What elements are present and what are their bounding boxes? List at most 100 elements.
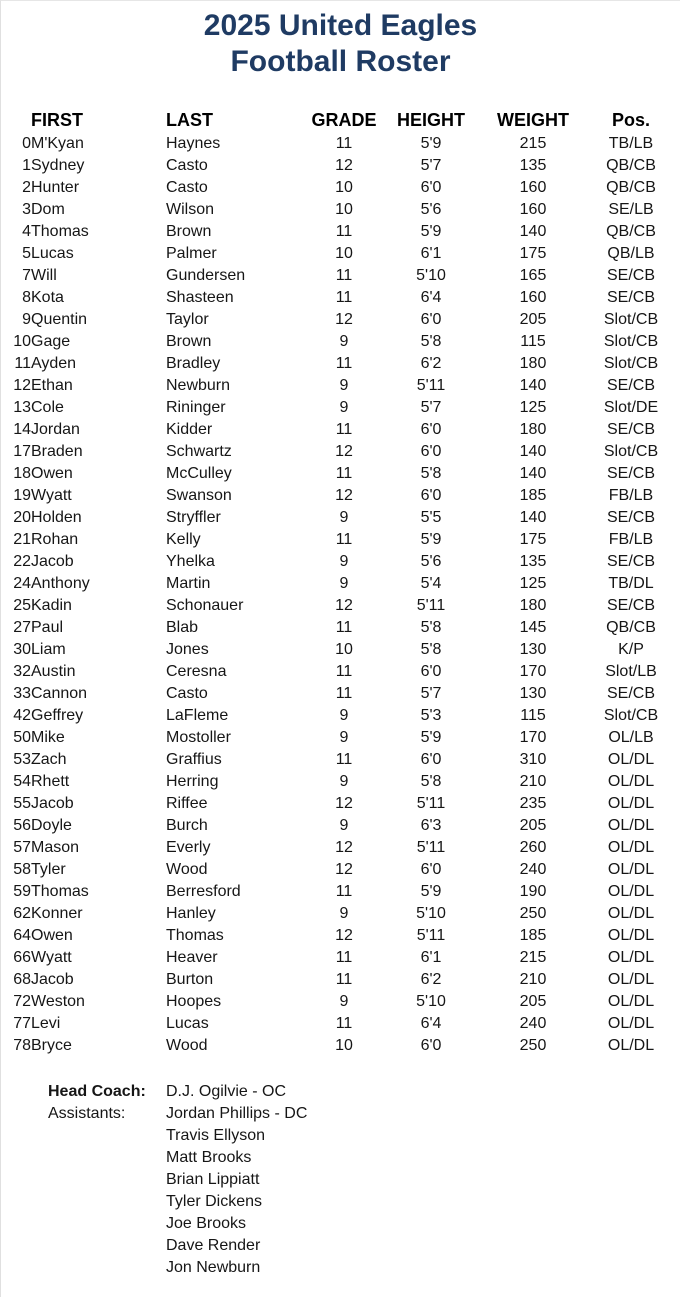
cell-jersey-number: 18 (13, 465, 31, 482)
cell-last-name: Shasteen (166, 289, 234, 306)
cell-weight: 190 (519, 883, 547, 900)
page-title-line1: 2025 United Eagles (203, 9, 478, 42)
cell-jersey-number: 54 (13, 773, 31, 790)
cell-position: OL/DL (607, 971, 655, 988)
cell-first-name: Cannon (31, 685, 88, 702)
assistant-line: Travis Ellyson (1, 1125, 680, 1147)
cell-weight: 185 (519, 487, 547, 504)
table-row: 0 M'Kyan Haynes 11 5'9 215 TB/LB (1, 133, 677, 155)
cell-jersey-number: 62 (13, 905, 31, 922)
cell-position: SE/CB (606, 509, 655, 526)
cell-last-name: Haynes (166, 135, 221, 152)
table-row: 53 Zach Graffius 11 6'0 310 OL/DL (1, 749, 677, 771)
assistant-name: Travis Ellyson (166, 1127, 265, 1144)
cell-weight: 240 (519, 1015, 547, 1032)
cell-weight: 130 (519, 641, 547, 658)
assistant-label-spacer (48, 1235, 166, 1257)
cell-weight: 180 (519, 597, 547, 614)
cell-grade: 12 (335, 311, 353, 328)
cell-jersey-number: 2 (22, 179, 31, 196)
cell-last-name: Wilson (166, 201, 215, 218)
cell-weight: 160 (519, 201, 547, 218)
cell-weight: 215 (519, 949, 547, 966)
table-row: 5 Lucas Palmer 10 6'1 175 QB/LB (1, 243, 677, 265)
cell-first-name: Geffrey (31, 707, 84, 724)
table-row: 12 Ethan Newburn 9 5'11 140 SE/CB (1, 375, 677, 397)
cell-height: 5'10 (416, 905, 446, 922)
cell-weight: 205 (519, 311, 547, 328)
assistants-label: Assistants: (48, 1105, 126, 1122)
cell-first-name: Doyle (31, 817, 72, 834)
cell-jersey-number: 13 (13, 399, 31, 416)
cell-jersey-number: 77 (13, 1015, 31, 1032)
cell-grade: 11 (335, 949, 353, 966)
cell-jersey-number: 25 (13, 597, 31, 614)
cell-first-name: Wyatt (31, 949, 72, 966)
cell-jersey-number: 66 (13, 949, 31, 966)
assistant-label-spacer (48, 1125, 166, 1147)
cell-jersey-number: 56 (13, 817, 31, 834)
table-row: 58 Tyler Wood 12 6'0 240 OL/DL (1, 859, 677, 881)
assistant-label-spacer (48, 1147, 166, 1169)
cell-last-name: Graffius (166, 751, 222, 768)
cell-weight: 250 (519, 905, 547, 922)
cell-grade: 11 (335, 223, 353, 240)
cell-position: FB/LB (608, 487, 654, 504)
cell-position: TB/DL (608, 575, 654, 592)
cell-height: 5'5 (420, 509, 442, 526)
cell-first-name: Braden (31, 443, 83, 460)
coaches-section: Head Coach: D.J. Ogilvie - OC Assistants… (1, 1081, 680, 1279)
cell-last-name: Swanson (166, 487, 232, 504)
assistant-line: Tyler Dickens (1, 1191, 680, 1213)
cell-last-name: Heaver (166, 949, 218, 966)
cell-weight: 170 (519, 729, 547, 746)
cell-last-name: Schonauer (166, 597, 244, 614)
cell-position: SE/CB (606, 377, 655, 394)
cell-weight: 125 (519, 575, 547, 592)
cell-height: 5'9 (420, 883, 442, 900)
cell-position: Slot/CB (603, 311, 659, 328)
assistant-name: Matt Brooks (166, 1149, 252, 1166)
cell-position: OL/DL (607, 861, 655, 878)
cell-jersey-number: 0 (22, 135, 31, 152)
table-row: 78 Bryce Wood 10 6'0 250 OL/DL (1, 1035, 677, 1057)
assistant-line: Joe Brooks (1, 1213, 680, 1235)
cell-position: SE/LB (608, 201, 654, 218)
cell-last-name: Hoopes (166, 993, 222, 1010)
header-last: LAST (166, 109, 213, 130)
cell-jersey-number: 21 (13, 531, 31, 548)
cell-jersey-number: 58 (13, 861, 31, 878)
assistant-name: Jon Newburn (166, 1259, 261, 1276)
assistant-line: Jon Newburn (1, 1257, 680, 1279)
cell-weight: 115 (520, 707, 546, 724)
cell-last-name: Rininger (166, 399, 226, 416)
cell-position: OL/DL (607, 1015, 655, 1032)
cell-first-name: Anthony (31, 575, 90, 592)
cell-height: 6'1 (420, 949, 442, 966)
cell-jersey-number: 27 (13, 619, 31, 636)
assistant-label-spacer (48, 1169, 166, 1191)
cell-last-name: Wood (166, 1037, 208, 1054)
cell-position: FB/LB (608, 531, 654, 548)
cell-first-name: Holden (31, 509, 82, 526)
table-row: 33 Cannon Casto 11 5'7 130 SE/CB (1, 683, 677, 705)
table-row: 18 Owen McCulley 11 5'8 140 SE/CB (1, 463, 677, 485)
cell-height: 5'11 (416, 597, 446, 614)
cell-last-name: Kelly (166, 531, 201, 548)
cell-grade: 12 (335, 597, 353, 614)
cell-height: 5'8 (420, 773, 442, 790)
cell-weight: 140 (519, 223, 547, 240)
cell-height: 5'9 (420, 135, 442, 152)
cell-jersey-number: 68 (13, 971, 31, 988)
cell-last-name: Gundersen (166, 267, 246, 284)
cell-first-name: Ayden (31, 355, 77, 372)
cell-grade: 9 (339, 553, 349, 570)
cell-height: 5'8 (420, 641, 442, 658)
cell-last-name: Kidder (166, 421, 213, 438)
cell-first-name: Bryce (31, 1037, 72, 1054)
cell-last-name: Stryffler (166, 509, 221, 526)
cell-first-name: Wyatt (31, 487, 72, 504)
cell-height: 5'8 (420, 619, 442, 636)
cell-height: 5'10 (416, 993, 446, 1010)
